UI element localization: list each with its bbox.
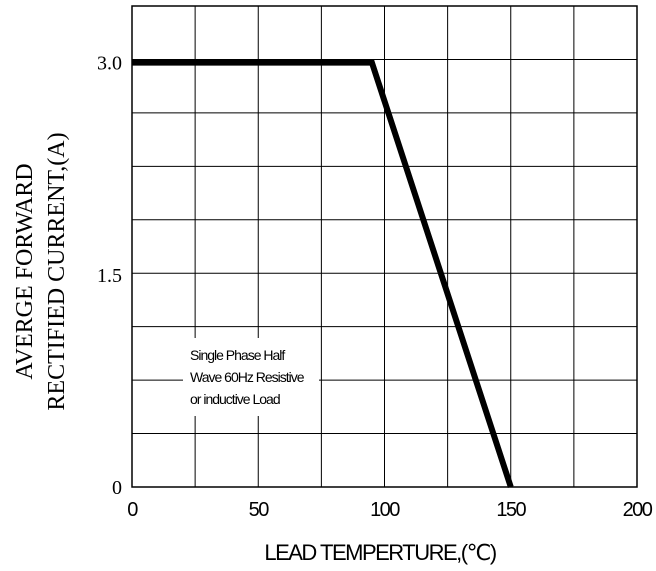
y-axis-label-line: RECTIFIED CURRENT,(A) — [44, 132, 70, 410]
annotation-line: or inductive Load — [190, 391, 280, 407]
grid-lines — [132, 6, 637, 487]
x-tick-label: 0 — [127, 499, 138, 521]
derating-curve — [132, 59, 514, 488]
x-tick-label: 150 — [496, 499, 526, 521]
annotation-line: Wave 60Hz Resistive — [190, 369, 305, 385]
y-tick-label: 3.0 — [97, 53, 122, 75]
annotation-background — [183, 338, 319, 416]
x-axis-label: LEAD TEMPERTURE,(℃) — [264, 540, 495, 565]
x-tick-label: 200 — [623, 499, 653, 521]
y-tick-labels: 0 1.5 3.0 — [97, 53, 122, 499]
y-axis-label-line: AVERGE FORWARD — [12, 163, 38, 379]
x-tick-labels: 0 50 100 150 200 — [127, 499, 654, 521]
x-tick-label: 100 — [370, 499, 400, 521]
y-tick-label: 1.5 — [97, 265, 122, 287]
annotation-line: Single Phase Half — [190, 347, 285, 363]
series-layer — [132, 59, 514, 488]
y-axis-label: AVERGE FORWARD RECTIFIED CURRENT,(A) — [12, 132, 70, 410]
plot-frame — [131, 5, 638, 488]
x-tick-label: 50 — [249, 499, 270, 521]
annotation-text: Single Phase Half Wave 60Hz Resistive or i… — [190, 347, 306, 407]
y-tick-label: 0 — [112, 477, 122, 499]
